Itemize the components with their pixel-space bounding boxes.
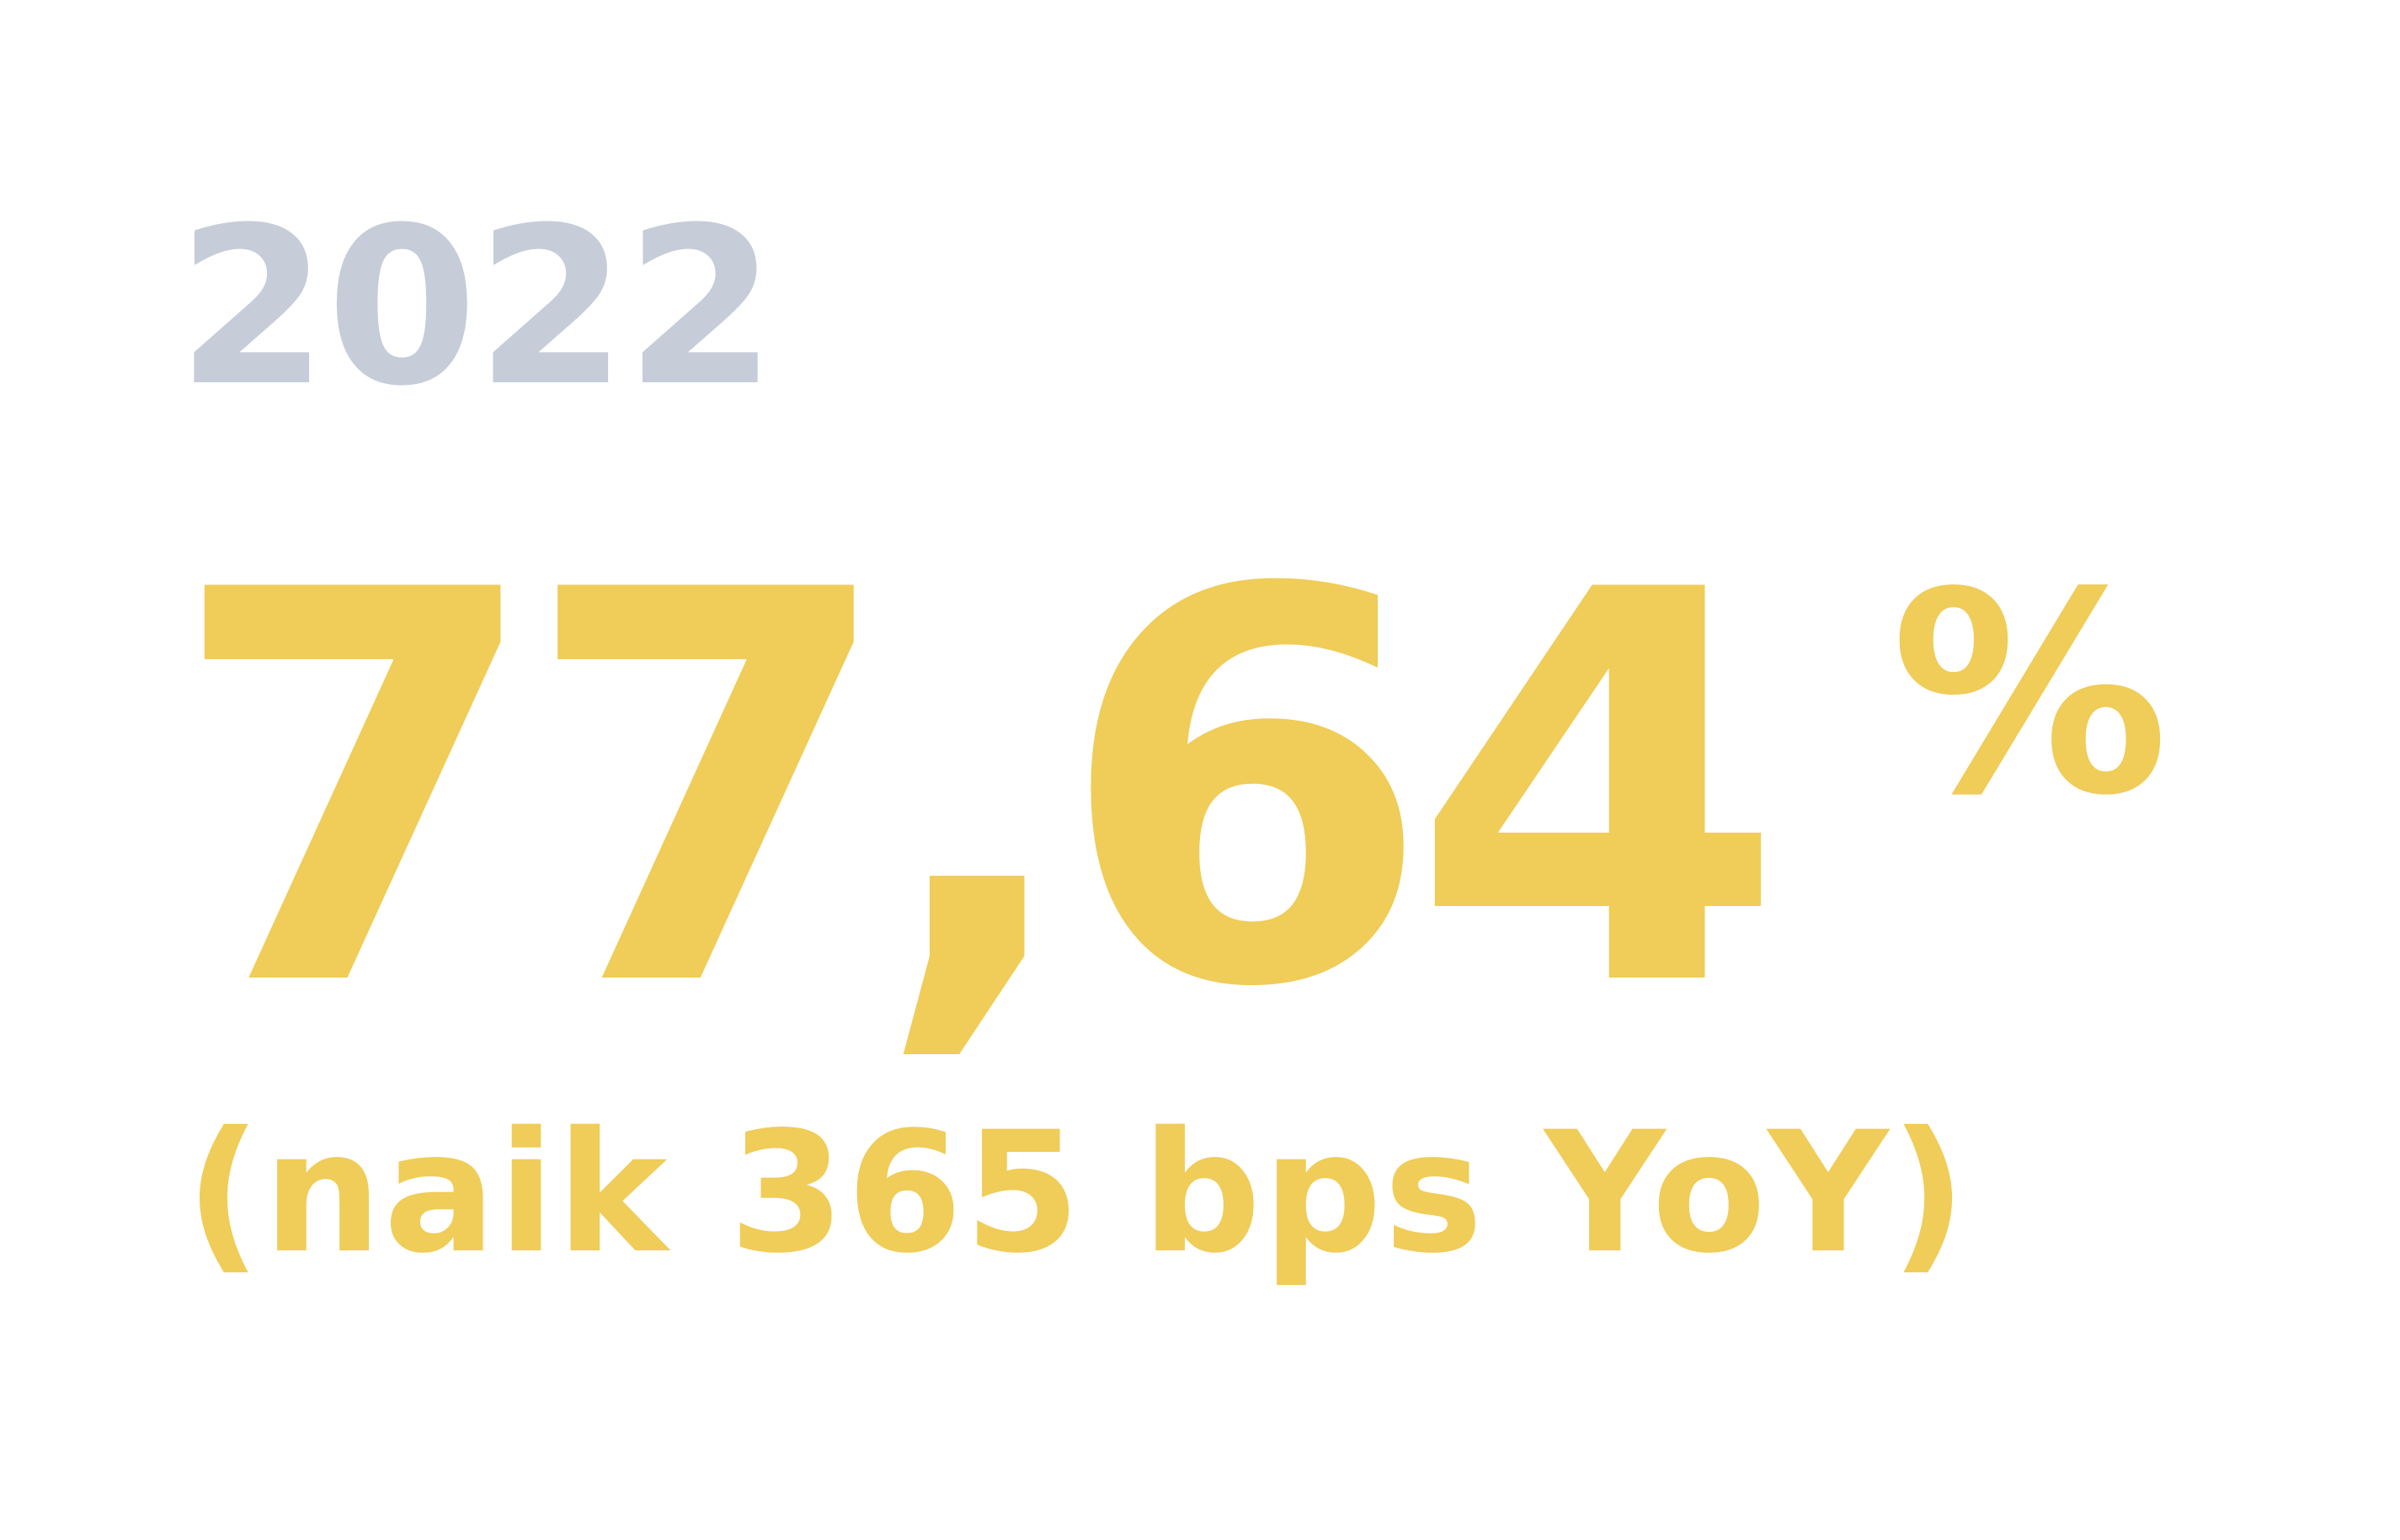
- yoy-change-note: (naik 365 bps YoY): [185, 1095, 1969, 1290]
- metric-value: 77,64: [168, 477, 1785, 1105]
- year-label: 2022: [177, 181, 776, 434]
- percent-sign: %: [1891, 533, 2169, 856]
